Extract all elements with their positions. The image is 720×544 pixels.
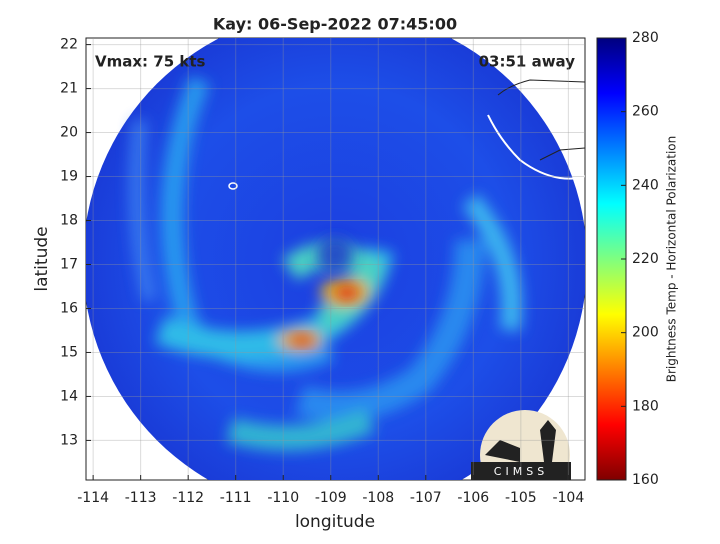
x-tick-label: -104 xyxy=(552,490,584,506)
storm-image xyxy=(86,38,585,480)
y-tick-label: 13 xyxy=(60,432,78,448)
colorbar-tick-label: 200 xyxy=(632,325,659,341)
colorbar-label: Brightness Temp - Horizontal Polarizatio… xyxy=(665,136,679,383)
y-tick-label: 17 xyxy=(60,256,78,272)
y-axis-label: latitude xyxy=(32,226,52,291)
y-tick-label: 16 xyxy=(60,300,78,316)
x-tick-label: -112 xyxy=(172,490,204,506)
annotation: 03:51 away xyxy=(479,53,576,71)
x-tick-label: -113 xyxy=(125,490,157,506)
x-tick-label: -109 xyxy=(315,490,347,506)
x-axis-label: longitude xyxy=(295,512,375,532)
y-tick-label: 22 xyxy=(60,37,78,53)
colorbar-tick-label: 180 xyxy=(632,398,659,414)
y-tick-label: 19 xyxy=(60,169,78,185)
colorbar-tick-label: 260 xyxy=(632,104,659,120)
x-tick-label: -110 xyxy=(267,490,299,506)
x-tick-label: -105 xyxy=(505,490,537,506)
cimss-logo: CIMSS xyxy=(471,410,571,480)
x-tick-label: -108 xyxy=(362,490,394,506)
y-tick-label: 18 xyxy=(60,213,78,229)
y-tick-label: 14 xyxy=(60,388,78,404)
y-tick-label: 21 xyxy=(60,81,78,97)
colorbar-tick-label: 240 xyxy=(632,177,659,193)
chart-title: Kay: 06-Sep-2022 07:45:00 xyxy=(213,15,457,34)
colorbar-tick-label: 160 xyxy=(632,472,659,488)
x-tick-label: -107 xyxy=(410,490,442,506)
x-tick-label: -111 xyxy=(220,490,252,506)
x-tick-label: -106 xyxy=(457,490,489,506)
colorbar-tick-label: 280 xyxy=(632,30,659,46)
logo-text: CIMSS xyxy=(494,465,548,478)
colorbar-tick-label: 220 xyxy=(632,251,659,267)
y-tick-label: 20 xyxy=(60,125,78,141)
y-tick-label: 15 xyxy=(60,344,78,360)
x-tick-label: -114 xyxy=(77,490,109,506)
annotation: Vmax: 75 kts xyxy=(95,53,205,71)
